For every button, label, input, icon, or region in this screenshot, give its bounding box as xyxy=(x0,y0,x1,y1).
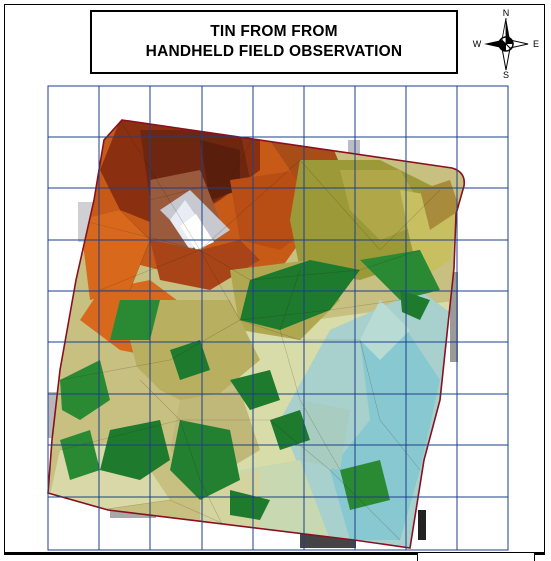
tin-surface xyxy=(40,110,480,560)
compass-east-label: E xyxy=(533,39,539,49)
map-title: TIN FROM FROM HANDHELD FIELD OBSERVATION xyxy=(90,10,458,74)
compass-south-label: S xyxy=(503,70,509,80)
north-arrow-icon: N S E W xyxy=(466,6,546,82)
compass-north-label: N xyxy=(503,8,510,18)
compass-west-label: W xyxy=(473,39,482,49)
title-line-1: TIN FROM FROM xyxy=(210,22,337,42)
title-line-2: HANDHELD FIELD OBSERVATION xyxy=(146,42,403,62)
